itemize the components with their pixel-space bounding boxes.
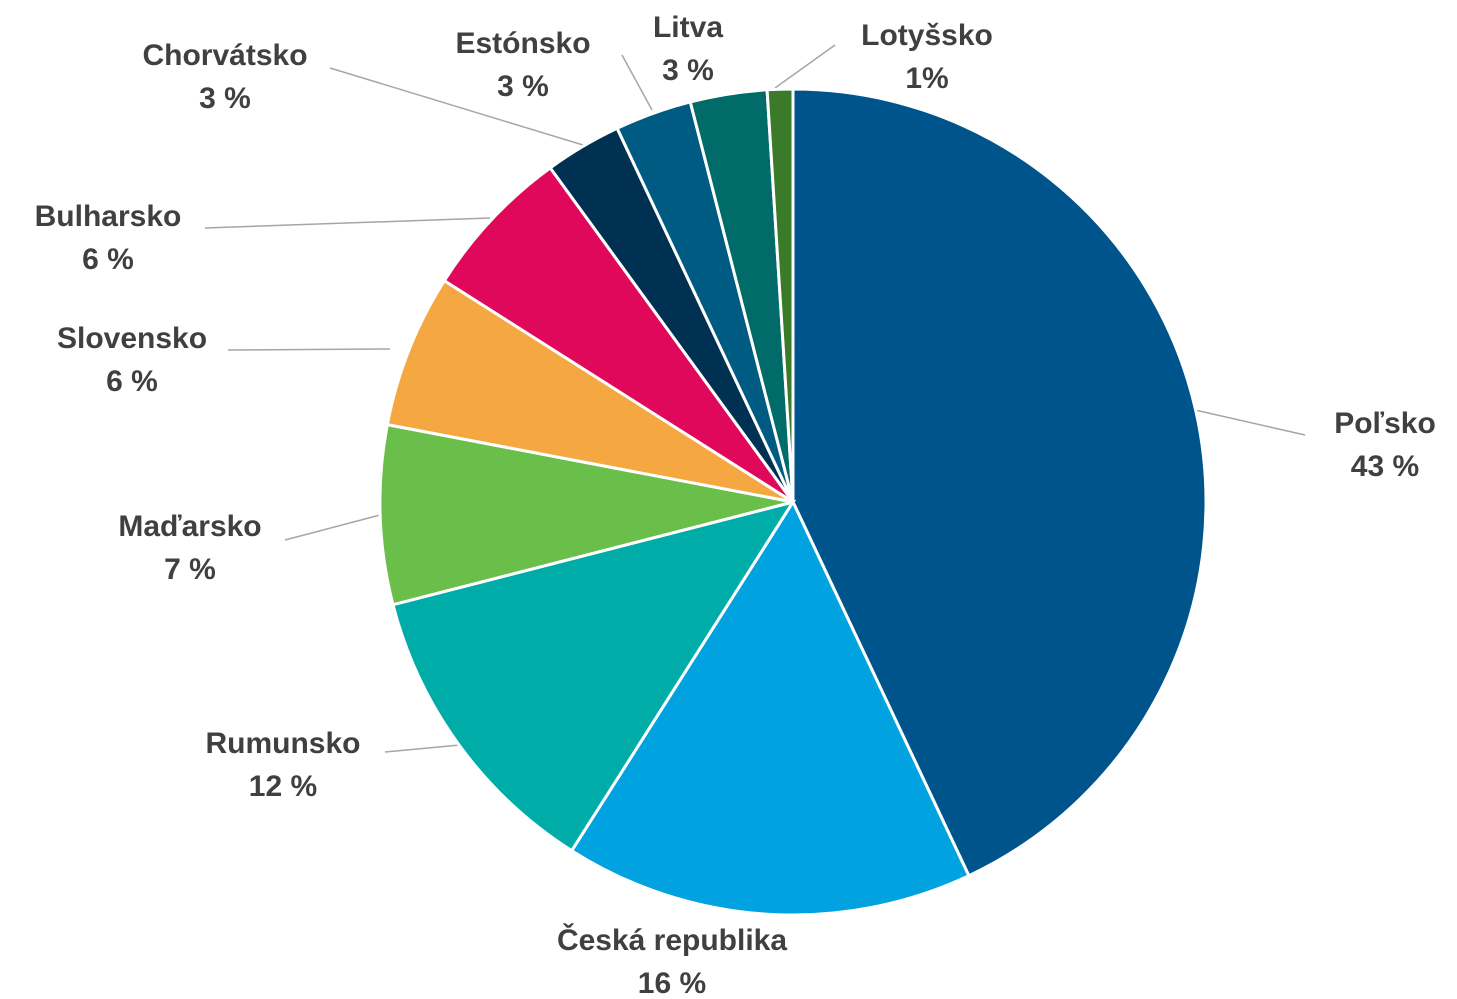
leader-lines (204, 44, 1306, 753)
leader-line (329, 67, 584, 146)
slice-label: Slovensko (57, 322, 207, 355)
leader-line (227, 348, 391, 351)
slice-label: Bulharsko (35, 200, 182, 233)
leader-line (1194, 409, 1306, 436)
slice-value-label: 7 % (164, 553, 216, 586)
leader-line (384, 744, 461, 753)
pie-slice (765, 87, 795, 503)
slice-label: Lotyšsko (861, 19, 993, 52)
leader-line (284, 514, 381, 541)
slice-value-label: 3 % (199, 82, 251, 115)
slice-label: Estónsko (455, 27, 590, 60)
slice-value-label: 12 % (249, 770, 317, 803)
slice-label: Poľsko (1334, 407, 1436, 440)
pie-slice (385, 278, 794, 504)
slice-value-label: 3 % (662, 54, 714, 87)
pie-slice (391, 499, 797, 853)
pie-slice (791, 87, 1208, 878)
slice-value-label: 6 % (106, 365, 158, 398)
slice-value-label: 43 % (1351, 450, 1419, 483)
slice-value-label: 6 % (82, 243, 134, 276)
pie-slice (569, 498, 971, 917)
leader-line (621, 54, 653, 111)
leader-line (204, 217, 491, 229)
slice-value-label: 1% (905, 62, 948, 95)
pie-slice (378, 422, 794, 607)
slice-label: Maďarsko (118, 510, 261, 543)
slice-label: Česká republika (557, 923, 787, 957)
slice-label: Rumunsko (205, 727, 360, 760)
leader-line (774, 44, 836, 89)
slice-value-label: 3 % (497, 70, 549, 103)
slice-label: Litva (653, 11, 723, 44)
slice-value-label: 16 % (638, 967, 706, 999)
pie-slice (442, 165, 795, 504)
slice-label: Chorvátsko (142, 39, 307, 72)
